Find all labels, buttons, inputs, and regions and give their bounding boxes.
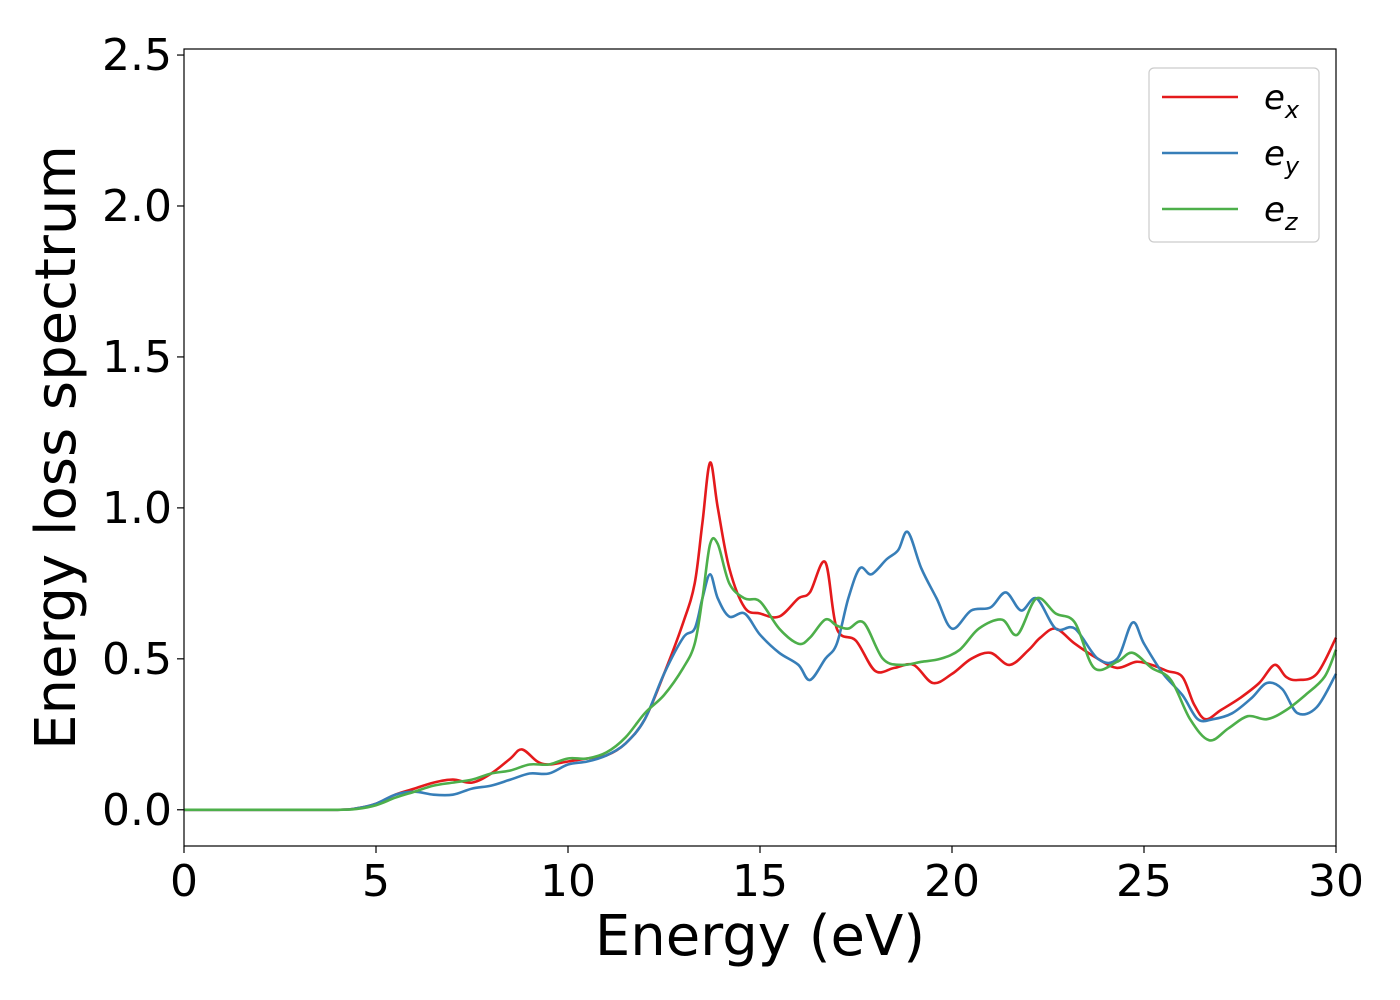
series-line-e-y: [184, 530, 1338, 812]
x-tick-label: 25: [1116, 856, 1172, 907]
y-tick-label: 2.5: [102, 30, 172, 81]
legend-box: [1148, 67, 1320, 243]
legend-label: ex: [1264, 78, 1300, 124]
legend-label: ey: [1264, 134, 1300, 180]
series-line-e-z: [184, 536, 1338, 812]
x-axis-ticks: 0 5 10 15 20 25 30: [170, 846, 1364, 907]
x-tick-label: 15: [732, 856, 788, 907]
series-layer: [184, 461, 1338, 812]
x-tick-label: 30: [1308, 856, 1364, 907]
x-tick-label: 20: [924, 856, 980, 907]
x-tick-label: 0: [170, 856, 198, 907]
x-tick-label: 5: [362, 856, 390, 907]
legend-label: ez: [1264, 190, 1299, 236]
y-axis-ticks: 0.0 0.5 1.0 1.5 2.0 2.5: [102, 30, 184, 836]
y-tick-label: 0.0: [102, 785, 172, 836]
x-axis-label: Energy (eV): [595, 904, 925, 969]
x-tick-label: 10: [540, 856, 596, 907]
y-axis-label: Energy loss spectrum: [24, 145, 89, 750]
y-tick-label: 1.0: [102, 483, 172, 534]
legend: ex ey ez: [1148, 67, 1320, 243]
y-tick-label: 1.5: [102, 332, 172, 383]
y-tick-label: 2.0: [102, 181, 172, 232]
y-tick-label: 0.5: [102, 634, 172, 685]
